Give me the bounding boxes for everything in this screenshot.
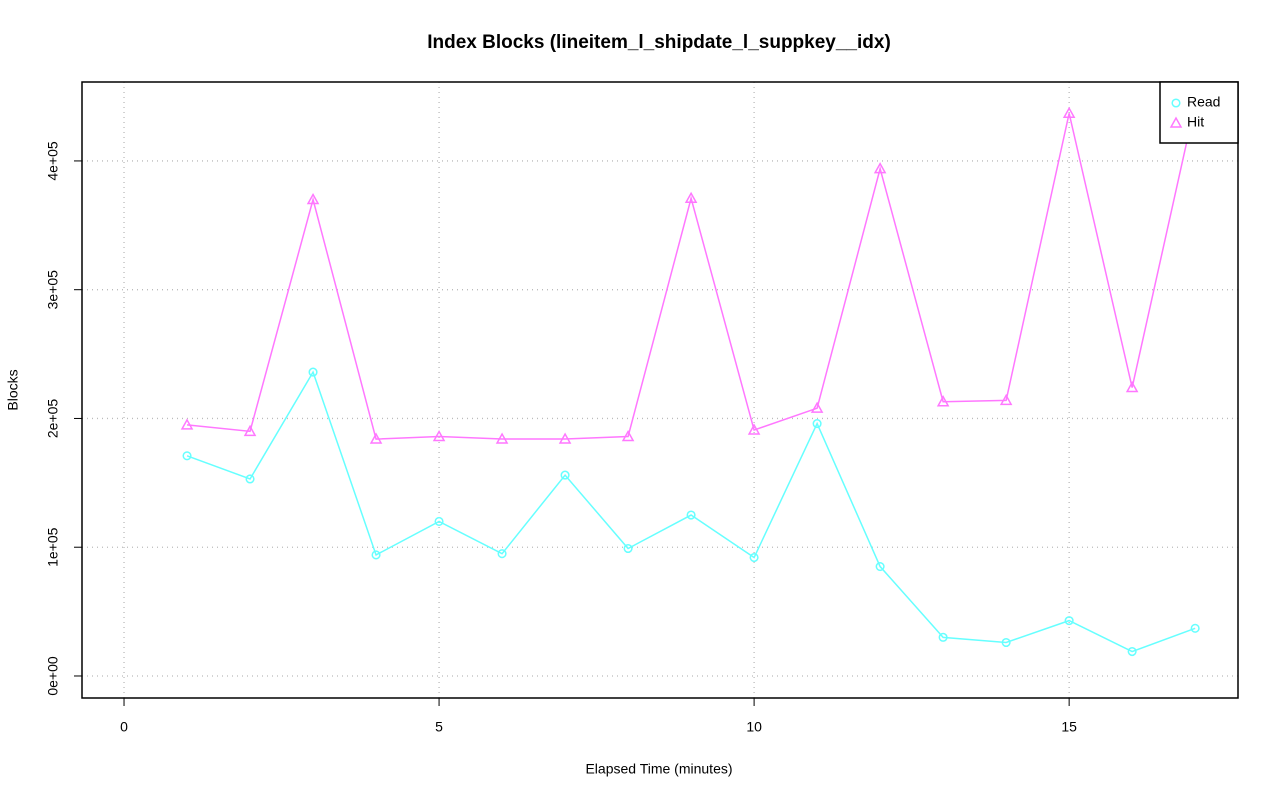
x-tick-label: 10 [746,719,762,735]
point [1171,98,1181,108]
point [560,470,570,480]
point [432,429,446,442]
point [306,193,320,205]
y-tick-label: 4e+05 [45,141,61,181]
point [245,474,255,484]
point [1001,637,1011,648]
point [873,162,887,174]
point [371,550,381,560]
point [875,561,885,572]
plot-frame [81,81,1239,699]
y-tick-label: 3e+05 [45,270,61,310]
point [938,632,948,642]
chart-title: Index Blocks (lineitem_l_shipdate_l_supp… [427,32,891,53]
point [558,432,572,444]
point [369,432,383,444]
point [999,393,1013,406]
x-tick-label: 15 [1061,719,1077,735]
y-axis-label: Blocks [5,369,21,410]
x-axis-label: Elapsed Time (minutes) [585,761,732,777]
point [621,429,635,442]
point [812,419,822,429]
series-line [186,370,1196,653]
point [684,191,698,204]
y-tick-label: 1e+05 [45,527,61,567]
point [182,451,192,461]
point [1125,381,1139,393]
x-tick-label: 5 [435,719,443,735]
y-tick-label: 2e+05 [45,399,61,439]
point [747,423,761,435]
series-line [186,104,1196,440]
point [1127,646,1137,657]
point [810,401,824,413]
point [936,395,950,407]
x-tick-label: 0 [120,719,128,735]
y-tick-label: 0e+00 [45,656,61,696]
point [243,424,257,437]
legend-label: Hit [1187,114,1204,130]
legend-box [1159,81,1239,144]
point [180,418,194,430]
point [623,543,633,554]
point [495,432,509,444]
point [1190,623,1200,633]
point [749,552,759,563]
point [308,367,318,377]
point [1062,106,1076,119]
point [1169,116,1183,128]
point [686,510,696,520]
legend-label: Read [1187,94,1220,110]
point [1064,616,1074,626]
point [497,549,507,559]
point [434,516,444,527]
